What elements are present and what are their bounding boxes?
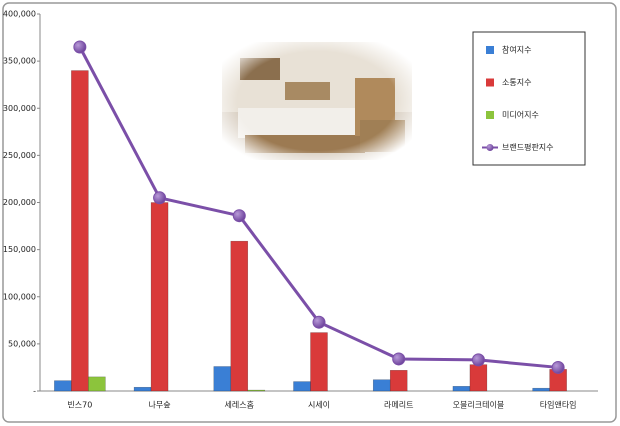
legend-label: 미디어지수 — [502, 110, 539, 120]
line-marker — [312, 315, 326, 329]
x-tick-label: 타임앤타임 — [540, 400, 577, 410]
bar — [133, 386, 152, 392]
x-tick-label: 오블리크테이블 — [453, 400, 505, 410]
y-tick-label: 200,000 — [3, 198, 36, 207]
bar — [230, 240, 249, 392]
legend-label: 소통지수 — [502, 78, 531, 87]
bar — [389, 370, 408, 392]
photo — [222, 42, 412, 160]
y-tick-label: 300,000 — [3, 104, 36, 113]
legend-box — [472, 31, 586, 166]
line-marker — [471, 353, 485, 367]
bar — [310, 332, 328, 392]
x-tick-label: 라메리트 — [384, 401, 413, 410]
bar — [54, 380, 72, 392]
legend-swatch — [486, 111, 494, 119]
y-tick-label: - — [33, 387, 36, 396]
x-tick-label: 나무숲 — [149, 401, 171, 410]
y-tick-label: 100,000 — [3, 292, 36, 301]
bar — [71, 70, 89, 392]
line-marker — [392, 352, 406, 366]
bar — [452, 386, 471, 392]
bar — [469, 364, 488, 392]
bar — [293, 381, 311, 392]
y-tick-label: 150,000 — [3, 245, 36, 254]
legend-swatch — [486, 144, 494, 151]
legend-label: 참여지수 — [502, 45, 531, 55]
legend-swatch — [486, 46, 494, 54]
line-marker — [153, 191, 167, 205]
y-tick-label: 350,000 — [3, 57, 36, 66]
bar — [247, 389, 266, 392]
line-marker — [551, 360, 565, 374]
line-marker — [73, 40, 87, 54]
y-tick-label: 50,000 — [8, 339, 36, 348]
bar — [150, 202, 169, 392]
x-tick-label: 세레스홈 — [225, 400, 254, 410]
bar — [88, 376, 106, 392]
x-tick-label: 시세이 — [308, 400, 330, 410]
bar — [213, 366, 232, 392]
line-marker — [232, 209, 246, 223]
bar — [532, 387, 550, 392]
x-tick-label: 빈스70 — [67, 401, 92, 410]
y-tick-label: 250,000 — [3, 151, 36, 160]
legend-label: 브랜드평판지수 — [502, 142, 554, 152]
y-tick-label: 400,000 — [3, 10, 36, 19]
legend-swatch — [486, 78, 494, 87]
bar — [372, 379, 391, 392]
